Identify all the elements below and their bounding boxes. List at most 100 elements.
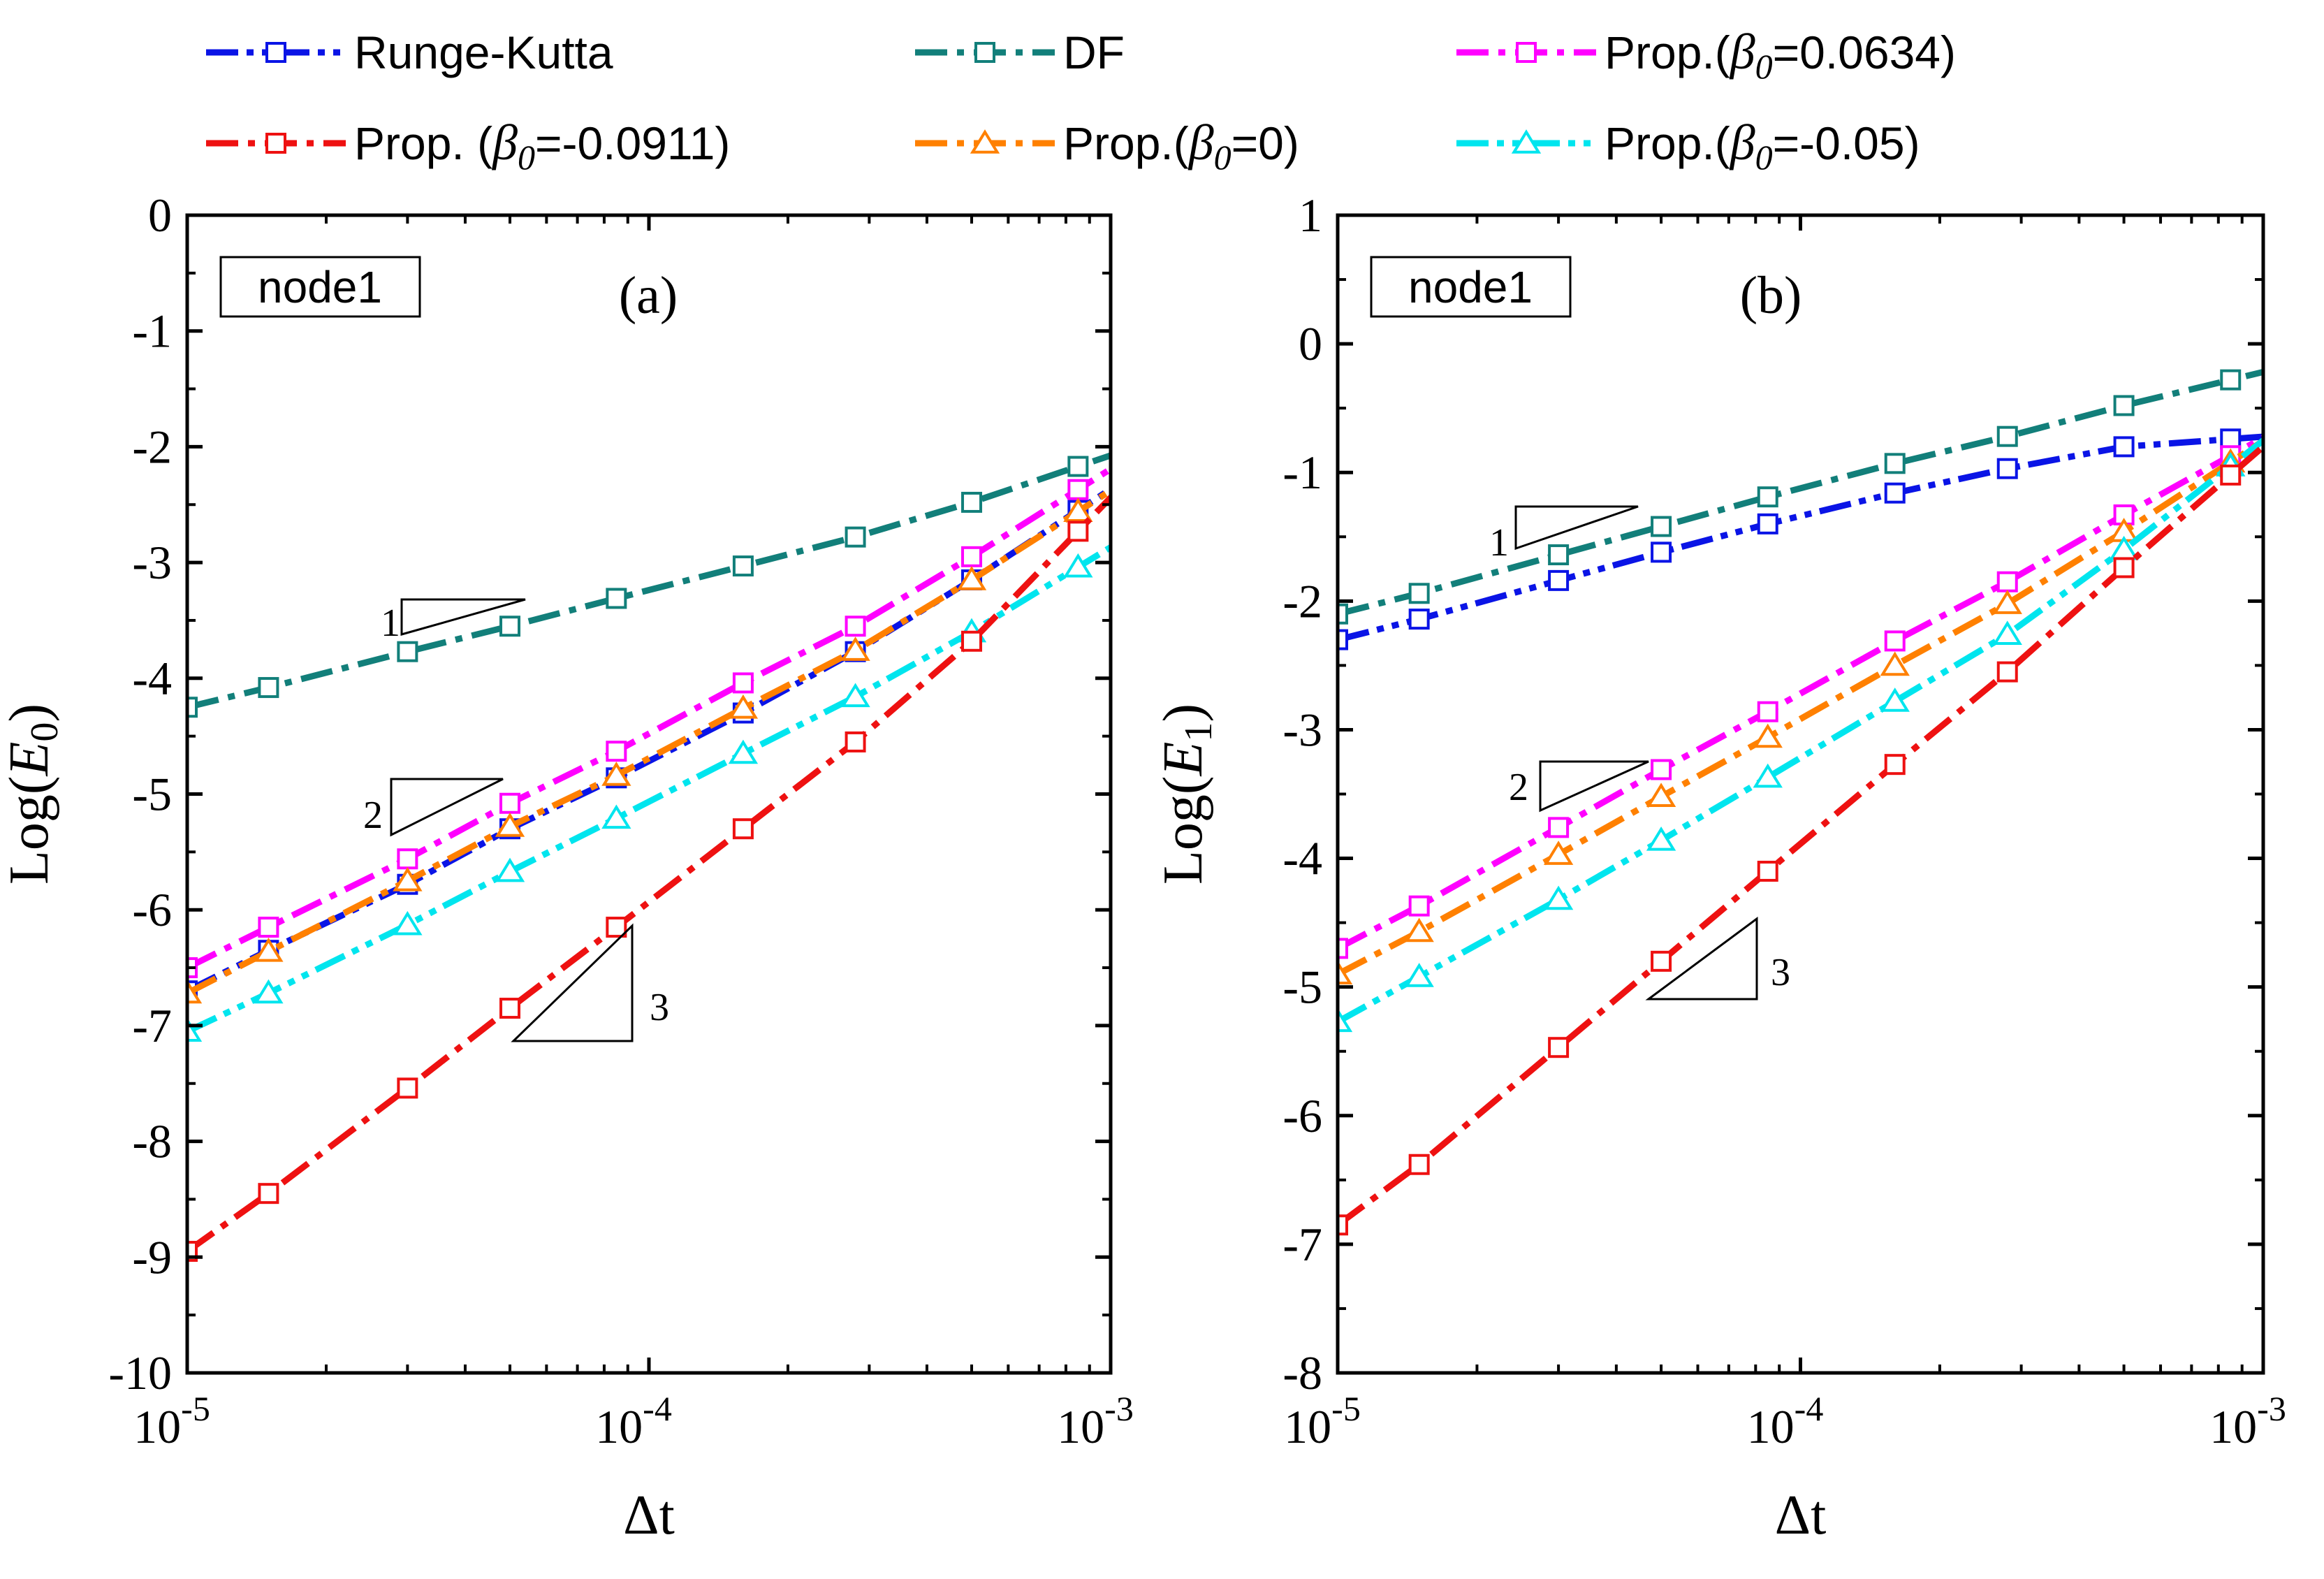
data-point [601,804,631,829]
data-point [258,677,279,699]
data-point [1404,917,1434,943]
slope-triangle-shape [1645,917,1758,1000]
slope-triangle-shape [1514,505,1639,551]
svg-text:Log(E0): Log(E0) [0,704,66,885]
data-point [2220,464,2242,486]
data-point [1543,841,1574,865]
panel-b-ticks: 1 0 -1 -2 -3 -4 -5 -6 -7 -810-5 10-4 10-3 [1282,189,2286,1453]
panel-b-series [1338,368,2263,1236]
panel-a-ylabel-var: E [0,742,60,777]
data-point [187,979,203,1004]
data-point [254,979,284,1004]
data-point [1338,960,1353,985]
data-point [1408,895,1430,917]
panel-b-frame [1336,213,2265,1375]
y-tick-label: 0 [148,189,172,242]
data-point [499,792,521,814]
series-line [1338,436,2263,1025]
slope-label: 3 [650,986,669,1029]
y-tick-label: -3 [1282,703,1322,756]
y-tick-label: -1 [1282,446,1322,499]
data-point [601,762,631,786]
panel-b-ylabel-suffix: ) [1153,704,1214,722]
data-point [961,491,983,513]
data-point [1992,620,2022,646]
panel-a-ylabel-suffix: ) [0,704,60,722]
series-6 [1338,436,2263,1033]
slope-triangle-shape [1539,760,1649,813]
data-point [606,588,627,609]
slope-label: 2 [1509,766,1528,809]
data-point [393,866,423,892]
series-line [187,493,1111,1254]
legend-label: Prop. (β0=-0.0911) [354,115,730,177]
data-point [1338,603,1348,625]
series-1 [187,485,1111,1002]
data-point [961,546,983,567]
panel-a-slope-triangles: 1 2 3 [363,598,669,1042]
series-line [187,485,1111,994]
data-point [840,683,870,708]
panel-a-node-label-box: node1 [219,256,421,318]
series-line [187,486,1111,996]
series-3 [1338,434,2263,959]
series-line [1338,434,2263,952]
series-6 [187,544,1111,1042]
data-point [258,1183,279,1205]
data-point [845,526,866,548]
data-point [1338,1214,1348,1236]
slope-label: 3 [1771,951,1790,994]
y-tick-label: 0 [1299,317,1322,370]
data-point [1651,759,1672,780]
y-tick-label: -2 [132,420,172,473]
legend-item-3: Prop.(β0=0.0634) [1456,24,1956,86]
data-point [2113,557,2135,579]
x-tick-label: 10-3 [1057,1389,1134,1453]
slope-triangle-shape [390,778,504,837]
panel-b-node-label-box: node1 [1370,256,1572,318]
panel-a-ylabel-sub: 0 [23,722,66,742]
x-tick-label: 10-3 [2209,1389,2286,1453]
panel-a-y-axis-title: Log(E0) [0,704,66,885]
data-point [728,739,759,764]
data-point [2113,436,2135,458]
series-line [1338,433,2263,643]
data-point [1880,687,1910,712]
panel-a-ylabel-prefix: Log( [0,776,60,885]
data-point [1646,826,1676,851]
data-point [961,630,983,652]
legend-item-6: Prop.(β0=-0.05) [1456,115,1920,177]
y-tick-label: -8 [1282,1346,1322,1399]
data-point [397,848,418,870]
data-point [732,672,754,694]
panel-b-ylabel-var: E [1153,742,1214,777]
data-point [1651,516,1672,537]
x-tick-label: 10-4 [595,1389,672,1453]
data-point [2220,369,2242,391]
legend-marker [265,42,286,63]
data-point [840,636,870,661]
series-5 [1338,437,2263,985]
legend: Runge-Kutta DF Prop.(β0=0.0634) Prop. (β0=-… [206,24,1956,177]
y-tick-label: -5 [132,768,172,821]
slope-triangle-2: 2 [1509,760,1649,813]
series-5 [187,486,1111,1004]
data-point [495,813,525,837]
panel-a-x-axis-title: Δt [623,1485,675,1546]
data-point [1063,553,1093,578]
svg-text:Log(E1): Log(E1) [1153,704,1220,885]
data-point [1646,783,1676,807]
data-point [606,741,627,762]
data-point [1338,1007,1353,1033]
data-point [1884,453,1906,474]
y-tick-label: -8 [132,1115,172,1168]
data-point [1408,1154,1430,1175]
panel-b-node-label: node1 [1408,262,1533,312]
series-2 [187,452,1111,718]
data-point [1996,425,2018,447]
slope-triangle-3: 3 [511,923,669,1042]
data-point [1651,950,1672,972]
data-point [1757,486,1778,508]
series-4 [187,493,1111,1263]
